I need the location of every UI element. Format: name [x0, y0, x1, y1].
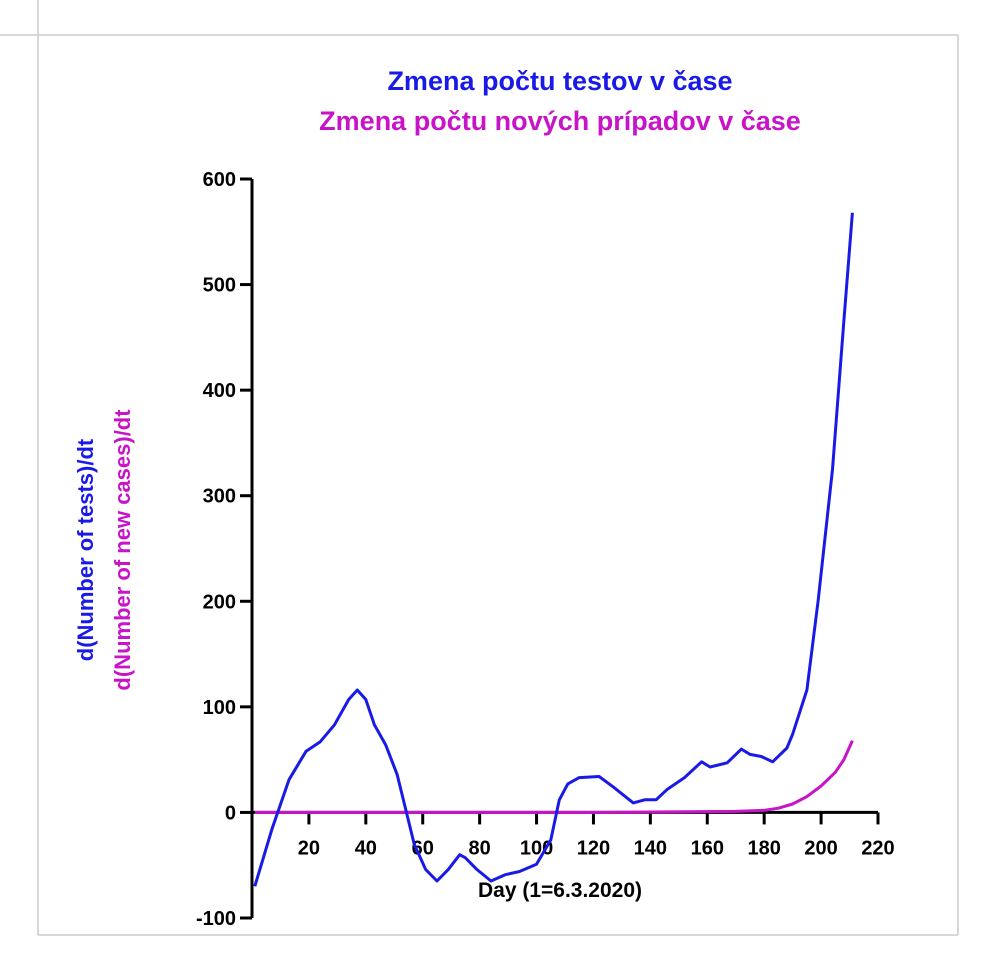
x-axis-label: Day (1=6.3.2020) [478, 879, 642, 902]
y-axis-label: d(Number of tests)/dt [73, 438, 98, 661]
x-tick-label: 200 [804, 837, 837, 859]
x-tick-label: 180 [747, 837, 780, 859]
series-line [253, 212, 854, 887]
y-tick-label: 300 [203, 486, 236, 508]
y-tick-label: 500 [203, 275, 236, 297]
chart-title: Zmena počtu nových prípadov v čase [319, 106, 801, 136]
y-tick-label: 0 [225, 802, 236, 824]
x-tick-label: 80 [469, 837, 491, 859]
y-axis-label: d(Number of new cases)/dt [110, 409, 135, 691]
x-tick-label: 220 [861, 837, 894, 859]
y-tick-label: 600 [203, 169, 236, 191]
x-tick-label: 100 [520, 837, 553, 859]
x-tick-label: 40 [355, 837, 377, 859]
x-tick-label: 120 [577, 837, 610, 859]
x-tick-label: 140 [634, 837, 667, 859]
y-tick-label: -100 [196, 908, 236, 930]
y-tick-label: 100 [203, 697, 236, 719]
chart-title: Zmena počtu testov v čase [387, 66, 732, 96]
y-tick-label: 400 [203, 380, 236, 402]
y-tick-label: 200 [203, 591, 236, 613]
x-tick-label: 160 [691, 837, 724, 859]
series-line [254, 739, 854, 814]
x-tick-label: 20 [298, 837, 320, 859]
